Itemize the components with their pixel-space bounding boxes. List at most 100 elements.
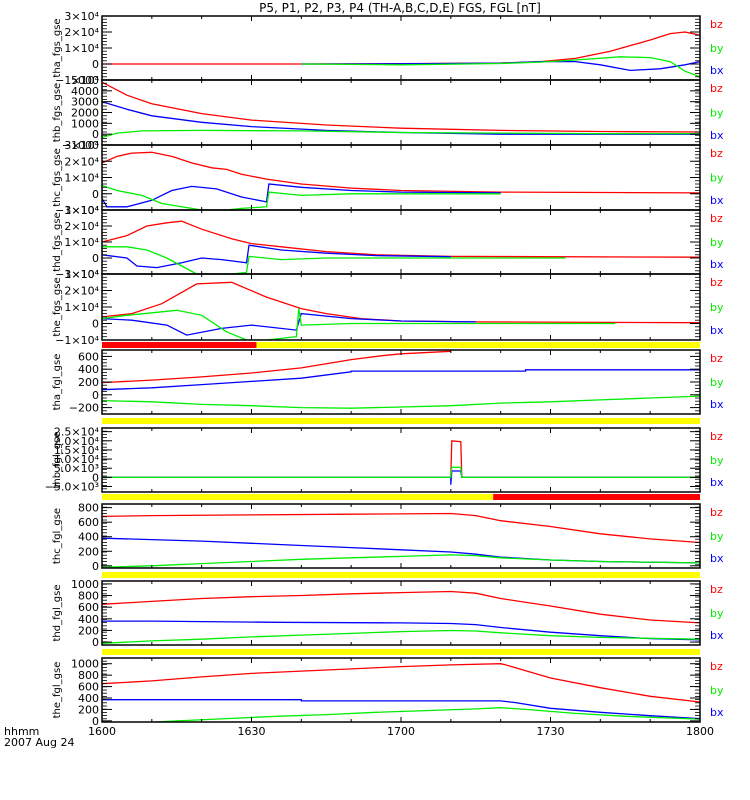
y-axis-label: thd_fgs_gse	[52, 212, 63, 271]
y-tick-label: 600	[78, 350, 99, 363]
legend-by: by	[710, 454, 724, 467]
panel-frame	[101, 144, 701, 211]
y-tick-label: −200	[69, 402, 99, 415]
legend-bz: bz	[710, 430, 723, 443]
y-tick-label: −5.0×10³	[45, 481, 99, 494]
legend-by: by	[710, 684, 724, 697]
y-tick-label: −1×10⁴	[55, 74, 99, 87]
y-tick-label: 5000	[71, 74, 99, 87]
legend-by: by	[710, 530, 724, 543]
flag-bar-yellow	[102, 572, 700, 578]
y-tick-label: 2×10⁴	[64, 155, 99, 168]
series-by-thc_fgs_gse	[102, 184, 501, 210]
legend-bx: bx	[710, 476, 724, 489]
series-bx-tha_fgs_gse	[301, 60, 700, 72]
series-bx-the_fgs_gse	[102, 312, 476, 336]
y-tick-label: 1×10⁴	[64, 172, 99, 185]
chart-title: P5, P1, P2, P3, P4 (TH-A,B,C,D,E) FGS, F…	[259, 1, 541, 15]
series-bz-thd_fgl_gse	[102, 590, 700, 624]
y-axis-label: thc_fgs_gse	[52, 148, 63, 207]
y-tick-label: 3×10⁴	[64, 139, 99, 152]
y-tick-label: 1.0×10⁴	[54, 453, 100, 466]
y-tick-label: −1000	[62, 139, 99, 152]
y-tick-label: 2.0×10⁴	[54, 435, 100, 448]
x-tick-label: 1800	[686, 725, 714, 738]
y-tick-label: 0	[92, 715, 99, 728]
y-tick-label: −1×10⁴	[55, 268, 99, 281]
y-tick-label: 800	[78, 669, 99, 682]
legend-by: by	[710, 376, 724, 389]
y-tick-label: 0	[92, 318, 99, 331]
y-axis-label: tha_fgs_gse	[52, 18, 63, 77]
y-tick-label: −1×10⁴	[55, 334, 99, 347]
series-by-the_fgl_gse	[141, 707, 700, 722]
y-tick-label: 2.5×10⁴	[54, 426, 100, 439]
y-tick-label: 200	[78, 545, 99, 558]
legend-by: by	[710, 236, 724, 249]
y-axis-label: the_fgs_gse	[52, 277, 63, 336]
series-bx-thd_fgl_gse	[102, 620, 700, 641]
y-tick-label: 3×10⁴	[64, 10, 99, 23]
y-tick-label: 0	[92, 389, 99, 402]
legend-bx: bx	[710, 258, 724, 271]
y-tick-label: 3×10⁴	[64, 204, 99, 217]
y-axis-label: thd_fgl_gse	[52, 585, 63, 642]
series-bx-thd_fgs_gse	[102, 244, 451, 269]
y-tick-label: 400	[78, 363, 99, 376]
y-axis-label: the_fgl_gse	[52, 662, 63, 719]
x-axis-label-hhmm: hhmm	[4, 725, 39, 738]
y-tick-label: 0	[92, 252, 99, 265]
y-tick-label: 200	[78, 624, 99, 637]
legend-bx: bx	[710, 324, 724, 337]
legend-bz: bz	[710, 212, 723, 225]
x-axis-label-date: 2007 Aug 24	[4, 736, 74, 749]
legend-bx: bx	[710, 629, 724, 642]
y-axis-label: thc_fgl_gse	[52, 508, 63, 564]
flag-bar-yellow	[102, 418, 700, 424]
y-tick-label: 1×10⁴	[64, 236, 99, 249]
y-tick-label: 3×10⁴	[64, 268, 99, 281]
legend-by: by	[710, 301, 724, 314]
y-tick-label: 2000	[71, 107, 99, 120]
y-tick-label: 600	[78, 601, 99, 614]
x-tick-label: 1730	[537, 725, 565, 738]
series-by-thd_fgs_gse	[102, 246, 566, 274]
y-tick-label: 800	[78, 590, 99, 603]
series-by-thb_fgs_gse	[102, 129, 700, 139]
y-tick-label: 2×10⁴	[64, 220, 99, 233]
x-tick-label: 1630	[238, 725, 266, 738]
y-tick-label: 2×10⁴	[64, 285, 99, 298]
series-bz-thb_fgs_gse	[102, 81, 700, 133]
y-tick-label: 2×10⁴	[64, 26, 99, 39]
flag-bar-red	[493, 494, 700, 500]
y-tick-label: 0	[92, 636, 99, 649]
series-bz-tha_fgl_gse	[102, 350, 451, 384]
panel-frame	[101, 209, 701, 275]
y-tick-label: 3000	[71, 96, 99, 109]
flag-bar-yellow	[102, 494, 494, 500]
legend-bz: bz	[710, 82, 723, 95]
legend-by: by	[710, 172, 724, 185]
legend-bz: bz	[710, 506, 723, 519]
legend-by: by	[710, 42, 724, 55]
series-bz-thc_fgl_gse	[102, 512, 700, 544]
legend-bz: bz	[710, 352, 723, 365]
legend-bx: bx	[710, 398, 724, 411]
series-by-the_fgs_gse	[102, 308, 616, 340]
y-tick-label: 400	[78, 531, 99, 544]
series-by-tha_fgs_gse	[301, 56, 700, 78]
y-axis-label: thb_fgs_gse	[52, 83, 63, 142]
x-tick-label: 1700	[387, 725, 415, 738]
series-bx-tha_fgl_gse	[102, 369, 700, 391]
flag-bar-red	[102, 342, 257, 348]
panel-frame	[101, 273, 701, 341]
legend-by: by	[710, 607, 724, 620]
y-tick-label: 0	[92, 58, 99, 71]
